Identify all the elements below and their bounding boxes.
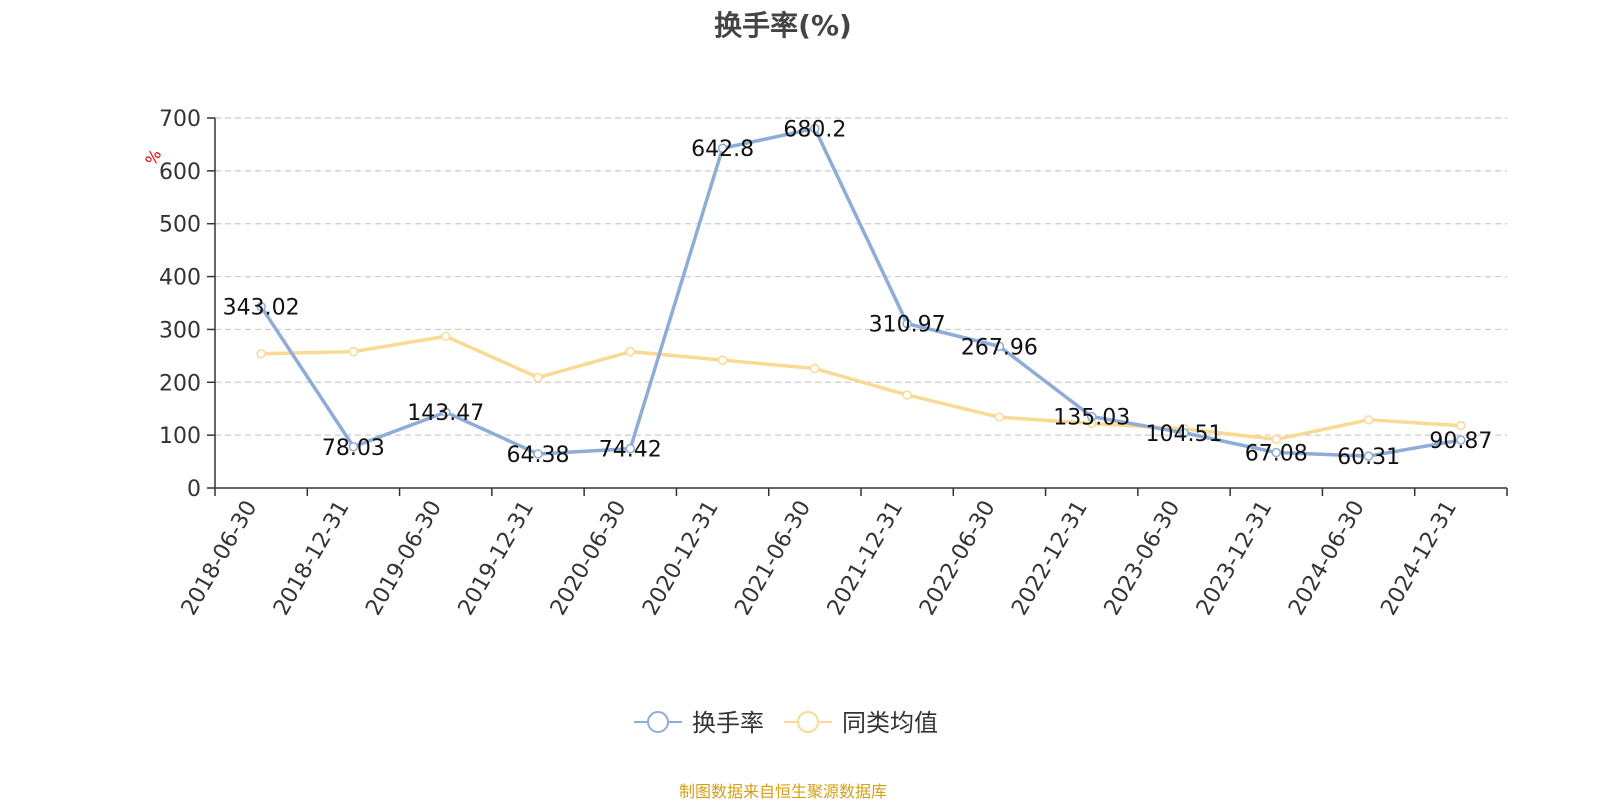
x-tick-label: 2020-12-31: [638, 497, 724, 620]
x-tick-label: 2021-12-31: [823, 496, 909, 619]
y-tick-label: 100: [159, 424, 201, 449]
source-note: 制图数据来自恒生聚源数据库: [678, 782, 887, 801]
data-point: [902, 390, 912, 400]
data-point: [440, 407, 451, 417]
data-point: [533, 372, 543, 383]
y-tick-label: 700: [159, 107, 201, 132]
data-label: 680.2: [783, 117, 846, 142]
data-point: [256, 301, 266, 312]
data-point: [902, 318, 912, 329]
x-tick-label: 2024-12-31: [1376, 497, 1462, 620]
x-tick-label: 2022-06-30: [915, 497, 1001, 620]
data-point: [440, 331, 451, 342]
chart-title: 换手率(%): [714, 9, 852, 42]
data-point: [1456, 420, 1466, 431]
data-point: [1363, 415, 1374, 425]
y-tick-label: 300: [159, 318, 201, 343]
data-point: [533, 449, 543, 459]
data-point: [717, 143, 728, 153]
y-tick-label: 200: [159, 371, 201, 396]
data-label: 74.42: [599, 438, 662, 463]
data-point: [994, 341, 1005, 352]
data-point: [1179, 428, 1189, 438]
data-point: [1456, 435, 1466, 445]
data-label: 310.97: [869, 313, 946, 338]
x-tick-label: 2020-06-30: [546, 497, 632, 620]
data-point: [994, 412, 1005, 422]
legend-label: 换手率: [692, 709, 764, 737]
data-point: [348, 346, 359, 357]
series-line-1: [261, 334, 1461, 442]
x-tick-label: 2018-12-31: [269, 497, 355, 620]
data-point: [256, 348, 266, 359]
x-tick-label: 2019-12-31: [454, 497, 540, 620]
data-label: 67.08: [1245, 442, 1308, 467]
y-tick-label: 600: [159, 160, 201, 185]
data-point: [1271, 447, 1282, 458]
data-point: [348, 442, 359, 452]
data-label: 642.8: [691, 137, 754, 162]
x-tick-label: 2019-06-30: [361, 497, 447, 620]
data-label: 343.02: [223, 296, 300, 321]
data-label: 135.03: [1053, 406, 1130, 431]
data-point: [1363, 451, 1374, 461]
series-line-0: [259, 126, 1462, 458]
data-label: 104.51: [1146, 422, 1223, 447]
x-tick-label: 2024-06-30: [1284, 497, 1370, 620]
x-tick-label: 2021-06-30: [730, 497, 816, 620]
data-point: [1271, 434, 1282, 445]
data-point: [1086, 411, 1097, 422]
x-tick-label: 2023-12-31: [1192, 497, 1278, 620]
data-point: [810, 363, 820, 374]
data-label: 267.96: [961, 335, 1038, 360]
y-tick-label: 400: [159, 266, 201, 291]
data-point: [717, 355, 728, 365]
data-point: [810, 123, 820, 134]
data-point: [625, 443, 636, 454]
data-label: 78.03: [322, 436, 385, 461]
y-tick-label: 0: [187, 477, 201, 502]
x-tick-label: 2022-12-31: [1007, 497, 1093, 620]
data-label: 60.31: [1337, 445, 1400, 470]
y-tick-label: 500: [159, 213, 201, 238]
data-point: [625, 346, 636, 357]
legend-marker: [647, 711, 669, 733]
data-label: 64.38: [507, 443, 570, 468]
x-tick-label: 2018-06-30: [177, 497, 263, 620]
data-label: 90.87: [1429, 429, 1492, 454]
legend-marker: [797, 711, 819, 733]
legend-label: 同类均值: [842, 709, 938, 737]
x-tick-label: 2023-06-30: [1100, 497, 1186, 620]
data-label: 143.47: [407, 401, 484, 426]
